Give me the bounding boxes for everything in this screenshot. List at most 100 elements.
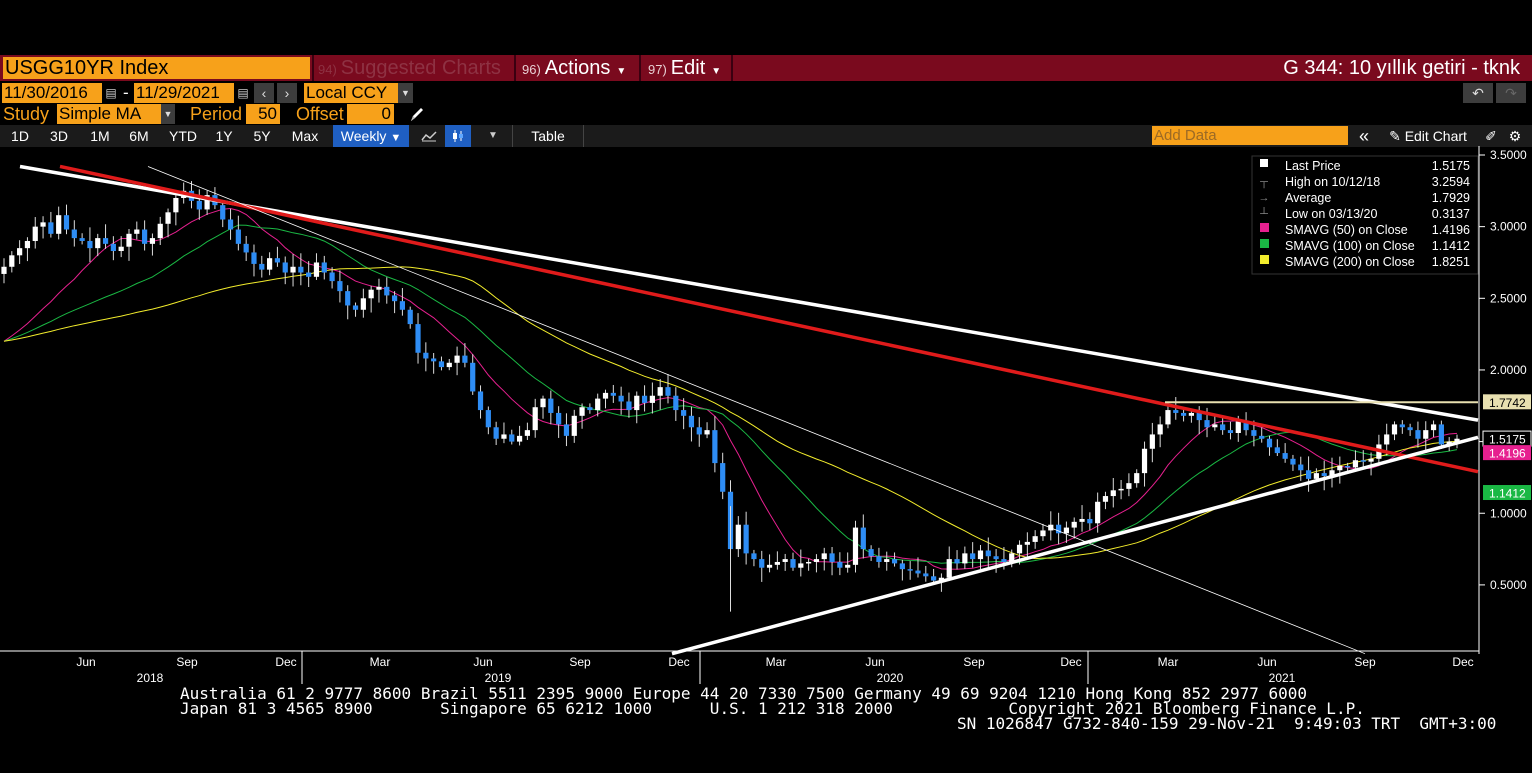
candle-body bbox=[571, 415, 577, 436]
chevron-down-icon[interactable]: ▼ bbox=[398, 83, 413, 103]
range-button-ytd[interactable]: YTD bbox=[169, 128, 197, 144]
calendar-icon[interactable]: ▤ bbox=[103, 83, 119, 103]
period-input[interactable]: 50 bbox=[246, 104, 280, 124]
end-date-field[interactable]: 11/29/2021 bbox=[134, 83, 234, 103]
candle-body bbox=[360, 298, 366, 310]
candle-body bbox=[923, 573, 929, 577]
actions-menu[interactable]: 96) Actions ▼ bbox=[522, 55, 626, 81]
range-button-1y[interactable]: 1Y bbox=[215, 128, 233, 144]
security-ticker-field[interactable]: USGG10YR Index bbox=[3, 57, 310, 79]
gear-icon[interactable]: ⚙ bbox=[1508, 128, 1522, 144]
x-tick-label: Sep bbox=[1354, 655, 1376, 669]
legend-swatch bbox=[1260, 239, 1269, 248]
candle-body bbox=[204, 195, 210, 210]
chevron-down-icon[interactable]: ▼ bbox=[161, 104, 175, 124]
suggested-charts-label: Suggested Charts bbox=[340, 57, 501, 79]
suggested-charts-menu[interactable]: 94) Suggested Charts bbox=[318, 55, 501, 81]
candle-body bbox=[1212, 424, 1218, 428]
candle-body bbox=[79, 238, 85, 241]
candle-body bbox=[821, 553, 827, 560]
trendline-lower-white bbox=[671, 435, 1479, 656]
candle-body bbox=[9, 255, 15, 267]
candle-body bbox=[1438, 424, 1444, 445]
calendar-icon[interactable]: ▤ bbox=[235, 83, 251, 103]
study-select[interactable]: Simple MA bbox=[57, 104, 162, 124]
candle-body bbox=[1415, 430, 1421, 439]
candle-body bbox=[142, 229, 148, 244]
range-button-1d[interactable]: 1D bbox=[11, 128, 29, 144]
menu-separator bbox=[312, 55, 314, 81]
start-date-field[interactable]: 11/30/2016 bbox=[2, 83, 102, 103]
offset-input[interactable]: 0 bbox=[347, 104, 394, 124]
range-button-1m[interactable]: 1M bbox=[90, 128, 110, 144]
candle-body bbox=[1009, 553, 1015, 562]
candle-body bbox=[376, 286, 382, 290]
candle-body bbox=[1188, 412, 1194, 416]
legend-value: 1.1412 bbox=[1432, 239, 1470, 253]
range-button-3d[interactable]: 3D bbox=[50, 128, 68, 144]
collapse-icon[interactable]: « bbox=[1358, 126, 1369, 146]
chart-settings-icon[interactable]: ✐ bbox=[1485, 128, 1497, 144]
next-period-button[interactable]: › bbox=[277, 83, 297, 103]
legend-value: 0.3137 bbox=[1432, 207, 1470, 221]
x-tick-label: Mar bbox=[766, 655, 787, 669]
candle-body bbox=[274, 258, 281, 263]
candle-body bbox=[712, 430, 718, 464]
y-tick-label: 3.0000 bbox=[1490, 220, 1527, 234]
add-data-input[interactable]: Add Data bbox=[1152, 126, 1348, 145]
candlestick-icon[interactable] bbox=[445, 125, 471, 147]
currency-select[interactable]: Local CCY bbox=[304, 83, 399, 103]
edit-menu[interactable]: 97) Edit ▼ bbox=[648, 55, 721, 81]
period-label: Period bbox=[190, 104, 243, 124]
range-button-max[interactable]: Max bbox=[291, 128, 319, 144]
function-title: G 344: 10 yıllık getiri - tknk bbox=[1283, 57, 1520, 79]
frequency-select[interactable]: Weekly ▼ bbox=[333, 125, 409, 147]
menu-number: 96) bbox=[522, 62, 541, 77]
candle-body bbox=[587, 407, 593, 411]
candle-body bbox=[1266, 438, 1273, 448]
line-chart-icon[interactable] bbox=[416, 125, 442, 147]
candle-body bbox=[282, 262, 288, 273]
x-tick-label: Mar bbox=[1158, 655, 1179, 669]
candle-body bbox=[1126, 483, 1132, 489]
chevron-down-icon[interactable]: ▼ bbox=[488, 130, 498, 141]
candle-body bbox=[907, 569, 913, 571]
trendline-red bbox=[59, 164, 1479, 474]
range-button-6m[interactable]: 6M bbox=[129, 128, 149, 144]
legend-label: High on 10/12/18 bbox=[1285, 175, 1380, 189]
candle-body bbox=[1321, 473, 1327, 476]
candle-body bbox=[470, 362, 476, 392]
dropdown-arrow-icon: ▼ bbox=[616, 66, 627, 77]
candle-body bbox=[946, 559, 952, 578]
x-tick-label: Dec bbox=[275, 655, 296, 669]
candle-body bbox=[1204, 420, 1210, 428]
candle-body bbox=[532, 407, 538, 431]
actions-label: Actions bbox=[544, 57, 611, 79]
undo-button[interactable]: ↶ bbox=[1463, 83, 1493, 103]
pencil-icon[interactable] bbox=[408, 104, 426, 124]
previous-period-button[interactable]: ‹ bbox=[254, 83, 274, 103]
candle-body bbox=[345, 291, 351, 306]
menu-separator bbox=[639, 55, 641, 81]
candle-body bbox=[1430, 424, 1437, 431]
price-chart[interactable]: 3.50003.00002.50002.00001.50001.00000.50… bbox=[0, 146, 1532, 686]
candle-body bbox=[673, 395, 679, 411]
candle-body bbox=[454, 355, 460, 363]
edit-label: Edit bbox=[670, 57, 706, 79]
candle-body bbox=[243, 243, 249, 253]
candle-body bbox=[563, 424, 570, 436]
candle-body bbox=[1298, 464, 1304, 471]
range-button-5y[interactable]: 5Y bbox=[253, 128, 271, 144]
redo-button[interactable]: ↷ bbox=[1496, 83, 1526, 103]
candle-body bbox=[556, 412, 562, 425]
candle-body bbox=[235, 229, 241, 244]
price-tag bbox=[1483, 445, 1531, 461]
legend-value: 3.2594 bbox=[1432, 175, 1470, 189]
candle-body bbox=[1087, 518, 1093, 524]
candle-body bbox=[1157, 424, 1163, 435]
edit-chart-button[interactable]: ✎ Edit Chart bbox=[1380, 125, 1476, 147]
candle-body bbox=[806, 561, 812, 564]
candle-body bbox=[634, 395, 640, 411]
table-view-button[interactable]: Table bbox=[512, 125, 584, 147]
candle-body bbox=[774, 561, 780, 565]
